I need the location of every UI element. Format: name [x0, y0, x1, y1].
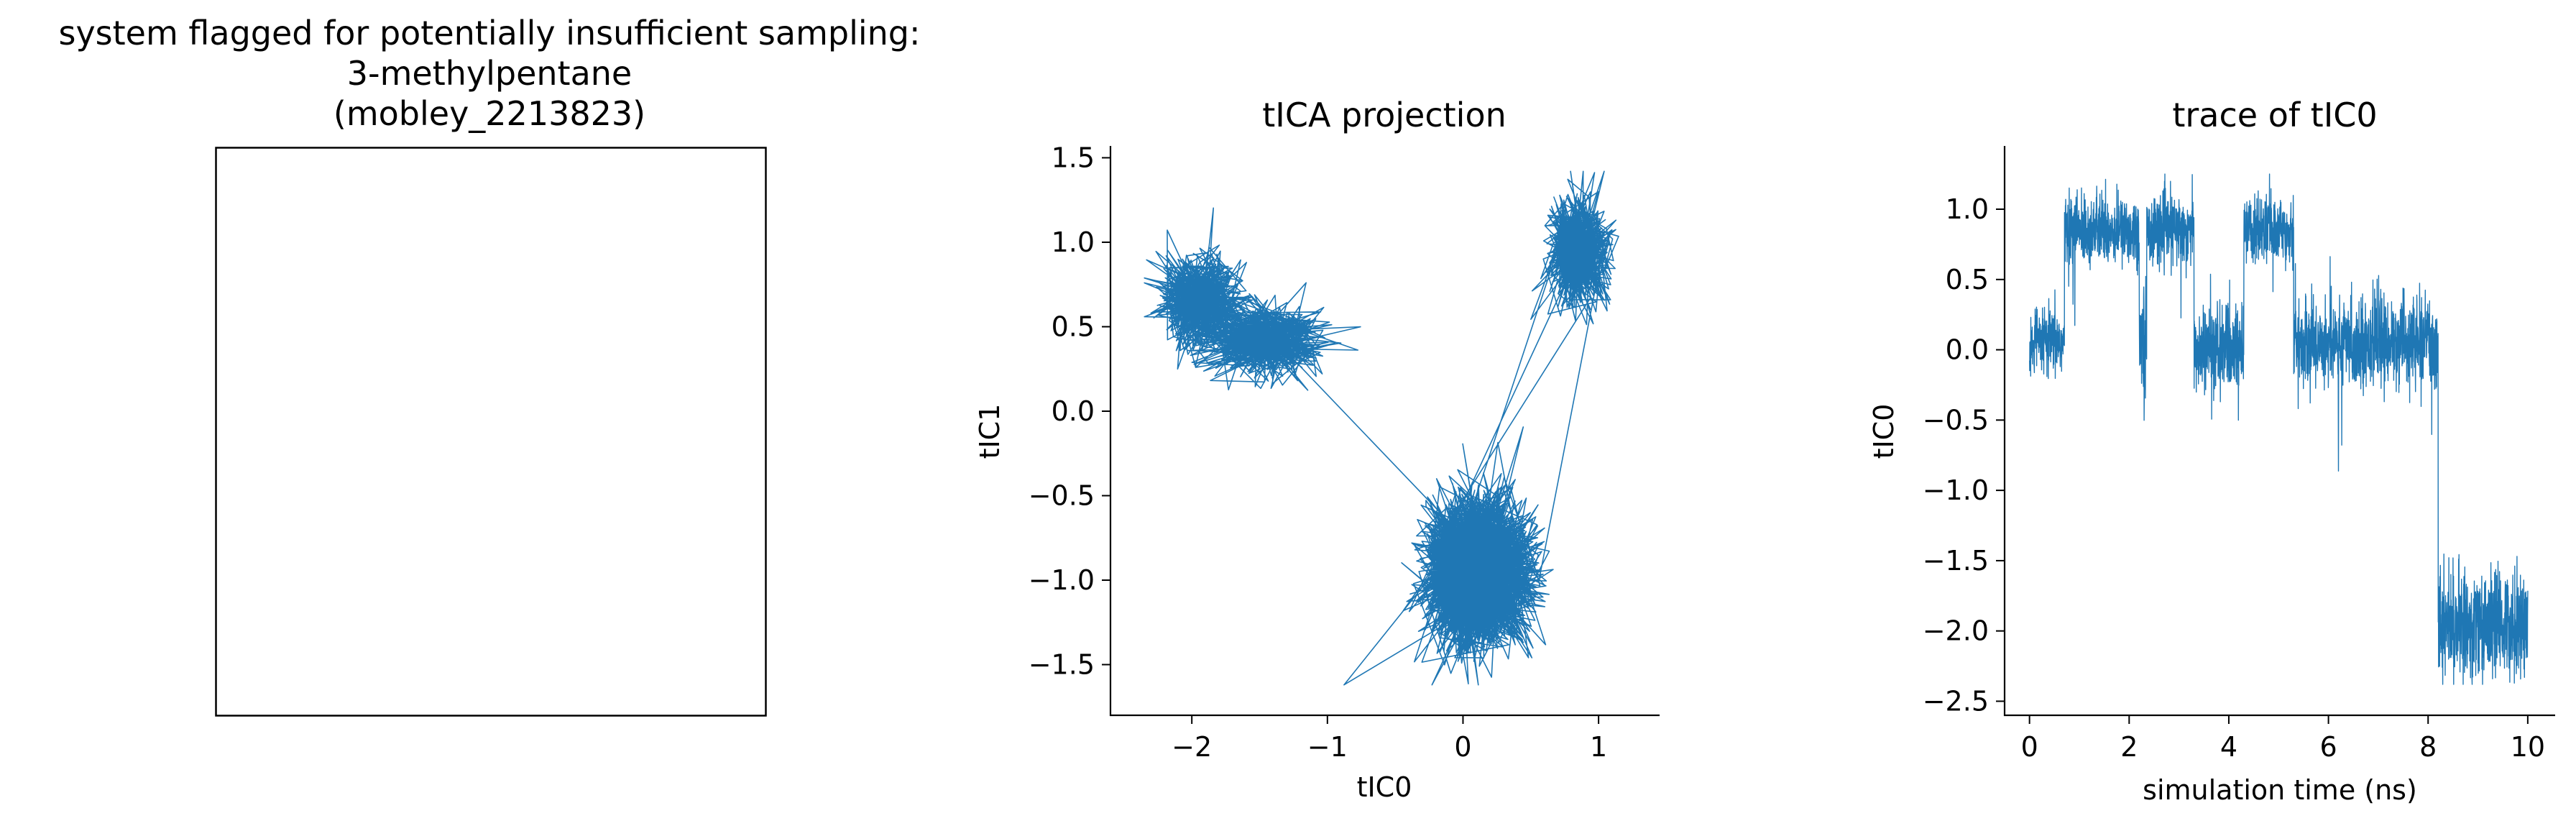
tica-ytick-label: 0.0	[1052, 395, 1095, 427]
tica-series-trajectory	[1144, 170, 1619, 686]
tica-x-ticks: −2 −1 0 1	[1172, 715, 1607, 763]
trace-ytick-label: 0.5	[1946, 264, 1989, 295]
tica-ytick-label: −1.5	[1029, 648, 1095, 680]
left-panel: system flagged for potentially insuffici…	[58, 14, 921, 717]
left-title-line-3: (mobley_2213823)	[334, 94, 645, 133]
trace-title: trace of tIC0	[2172, 96, 2377, 134]
tica-xtick-label: 0	[1454, 731, 1471, 763]
trace-ytick-label: −2.0	[1923, 615, 1989, 647]
trace-xlabel: simulation time (ns)	[2143, 774, 2417, 806]
trace-ytick-label: −1.5	[1923, 545, 1989, 577]
trace-series-tic0	[2029, 173, 2529, 685]
tica-xlabel: tIC0	[1357, 771, 1412, 803]
tica-title: tICA projection	[1262, 96, 1506, 134]
trace-ytick-label: 1.0	[1946, 193, 1989, 225]
trace-line	[2029, 173, 2529, 685]
trace-xtick-label: 4	[2220, 731, 2237, 763]
trace-xtick-label: 8	[2419, 731, 2437, 763]
tica-ytick-label: 0.5	[1052, 311, 1095, 342]
left-title-line-2: 3-methylpentane	[347, 54, 632, 93]
tica-xtick-label: −2	[1172, 731, 1212, 763]
trace-ytick-label: −0.5	[1923, 404, 1989, 436]
trace-ytick-label: 0.0	[1946, 334, 1989, 366]
tica-ylabel: tIC1	[974, 404, 1006, 459]
tica-projection-chart: tICA projection −2 −1 0 1 −1.5 −1.0 −0.5 0.0 0.…	[974, 96, 1660, 803]
empty-structure-frame	[215, 147, 767, 717]
tica-ytick-label: −1.0	[1029, 564, 1095, 596]
tica-xtick-label: −1	[1307, 731, 1348, 763]
tica-ytick-label: 1.0	[1052, 226, 1095, 258]
trace-ytick-label: −2.5	[1923, 685, 1989, 717]
tica-y-ticks: −1.5 −1.0 −0.5 0.0 0.5 1.0 1.5	[1029, 142, 1110, 680]
trace-ytick-label: −1.0	[1923, 474, 1989, 506]
left-title-line-1: system flagged for potentially insuffici…	[58, 14, 920, 52]
tica-ytick-label: −0.5	[1029, 479, 1095, 511]
trace-xtick-label: 10	[2511, 731, 2545, 763]
tic0-trace-chart: trace of tIC0 0 2 4 6 8 10 −2.5 −2.0 −1.5 −1.0 −0…	[1868, 96, 2555, 806]
trace-y-ticks: −2.5 −2.0 −1.5 −1.0 −0.5 0.0 0.5 1.0	[1923, 193, 2005, 717]
trace-xtick-label: 0	[2021, 731, 2038, 763]
trace-xtick-label: 6	[2319, 731, 2337, 763]
trace-xtick-label: 2	[2120, 731, 2138, 763]
tica-trajectory-lines	[1144, 170, 1619, 686]
tica-xtick-label: 1	[1590, 731, 1607, 763]
trace-x-ticks: 0 2 4 6 8 10	[2021, 715, 2545, 763]
tica-ytick-label: 1.5	[1052, 142, 1095, 173]
trace-ylabel: tIC0	[1868, 404, 1900, 459]
